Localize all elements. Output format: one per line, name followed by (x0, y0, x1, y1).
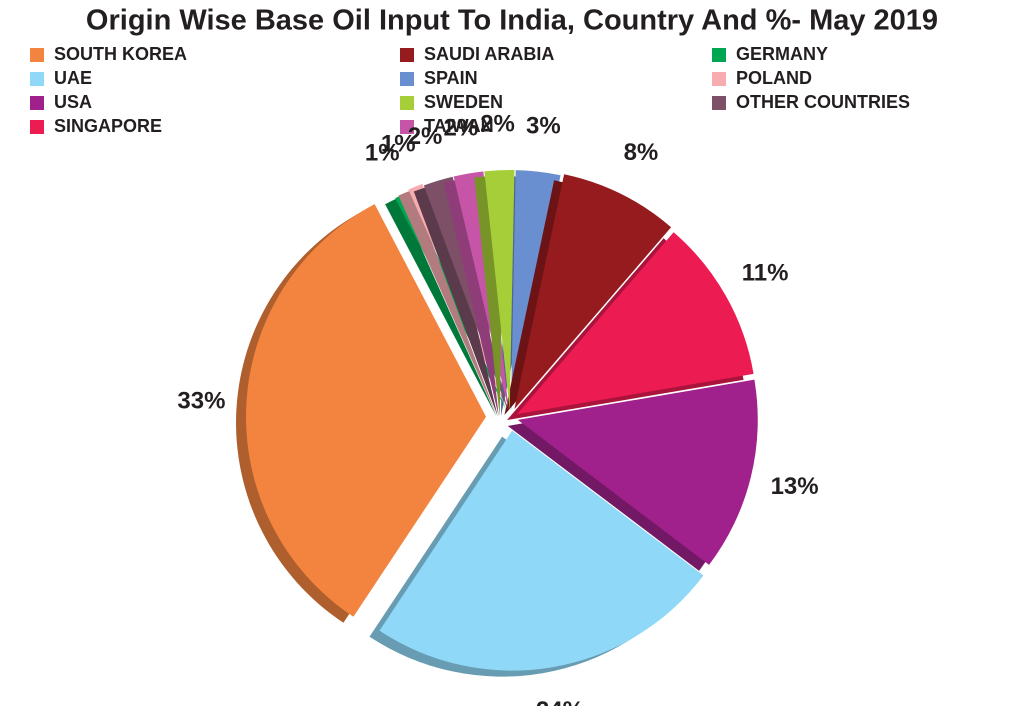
data-label: 2% (408, 123, 443, 150)
legend-label: SAUDI ARABIA (424, 44, 554, 64)
legend-label: GERMANY (736, 44, 828, 64)
data-label: 11% (742, 259, 789, 286)
legend-label: UAE (54, 68, 92, 88)
legend-swatch (712, 96, 726, 110)
slice (514, 174, 672, 410)
legend-swatch (30, 72, 44, 86)
slice-side (385, 197, 497, 417)
slice-side (443, 177, 499, 417)
legend-label: TAIWAN (424, 116, 494, 136)
legend-swatch (712, 72, 726, 86)
data-label: 2% (480, 111, 515, 138)
slice-side (413, 182, 498, 417)
legend-swatch (400, 72, 414, 86)
legend-label: OTHER COUNTRIES (736, 92, 910, 112)
legend-swatch (30, 96, 44, 110)
legend-label: POLAND (736, 68, 812, 88)
legend-swatch (712, 48, 726, 62)
data-label: 3% (526, 112, 561, 139)
legend-swatch (30, 48, 44, 62)
slice (516, 232, 754, 415)
data-label: 13% (771, 473, 819, 500)
legend-swatch (400, 96, 414, 110)
legend-swatch (400, 120, 414, 134)
data-label: 33% (177, 387, 225, 414)
legend-swatch (30, 120, 44, 134)
legend-label: SPAIN (424, 68, 478, 88)
slice (484, 170, 515, 411)
legend-label: SINGAPORE (54, 116, 162, 136)
data-label: 2% (444, 114, 479, 141)
legend-label: USA (54, 92, 92, 112)
legend-swatch (400, 48, 414, 62)
chart-title: Origin Wise Base Oil Input To India, Cou… (86, 5, 938, 37)
data-label: 1% (381, 130, 416, 157)
slice (517, 379, 758, 565)
legend-label: SOUTH KOREA (54, 44, 187, 64)
legend-label: SWEDEN (424, 92, 503, 112)
data-label: 1% (365, 140, 400, 167)
slice-side (398, 189, 497, 415)
slice (379, 430, 704, 671)
data-label: 24% (536, 697, 584, 706)
slice (246, 204, 487, 617)
data-label: 8% (624, 139, 659, 166)
